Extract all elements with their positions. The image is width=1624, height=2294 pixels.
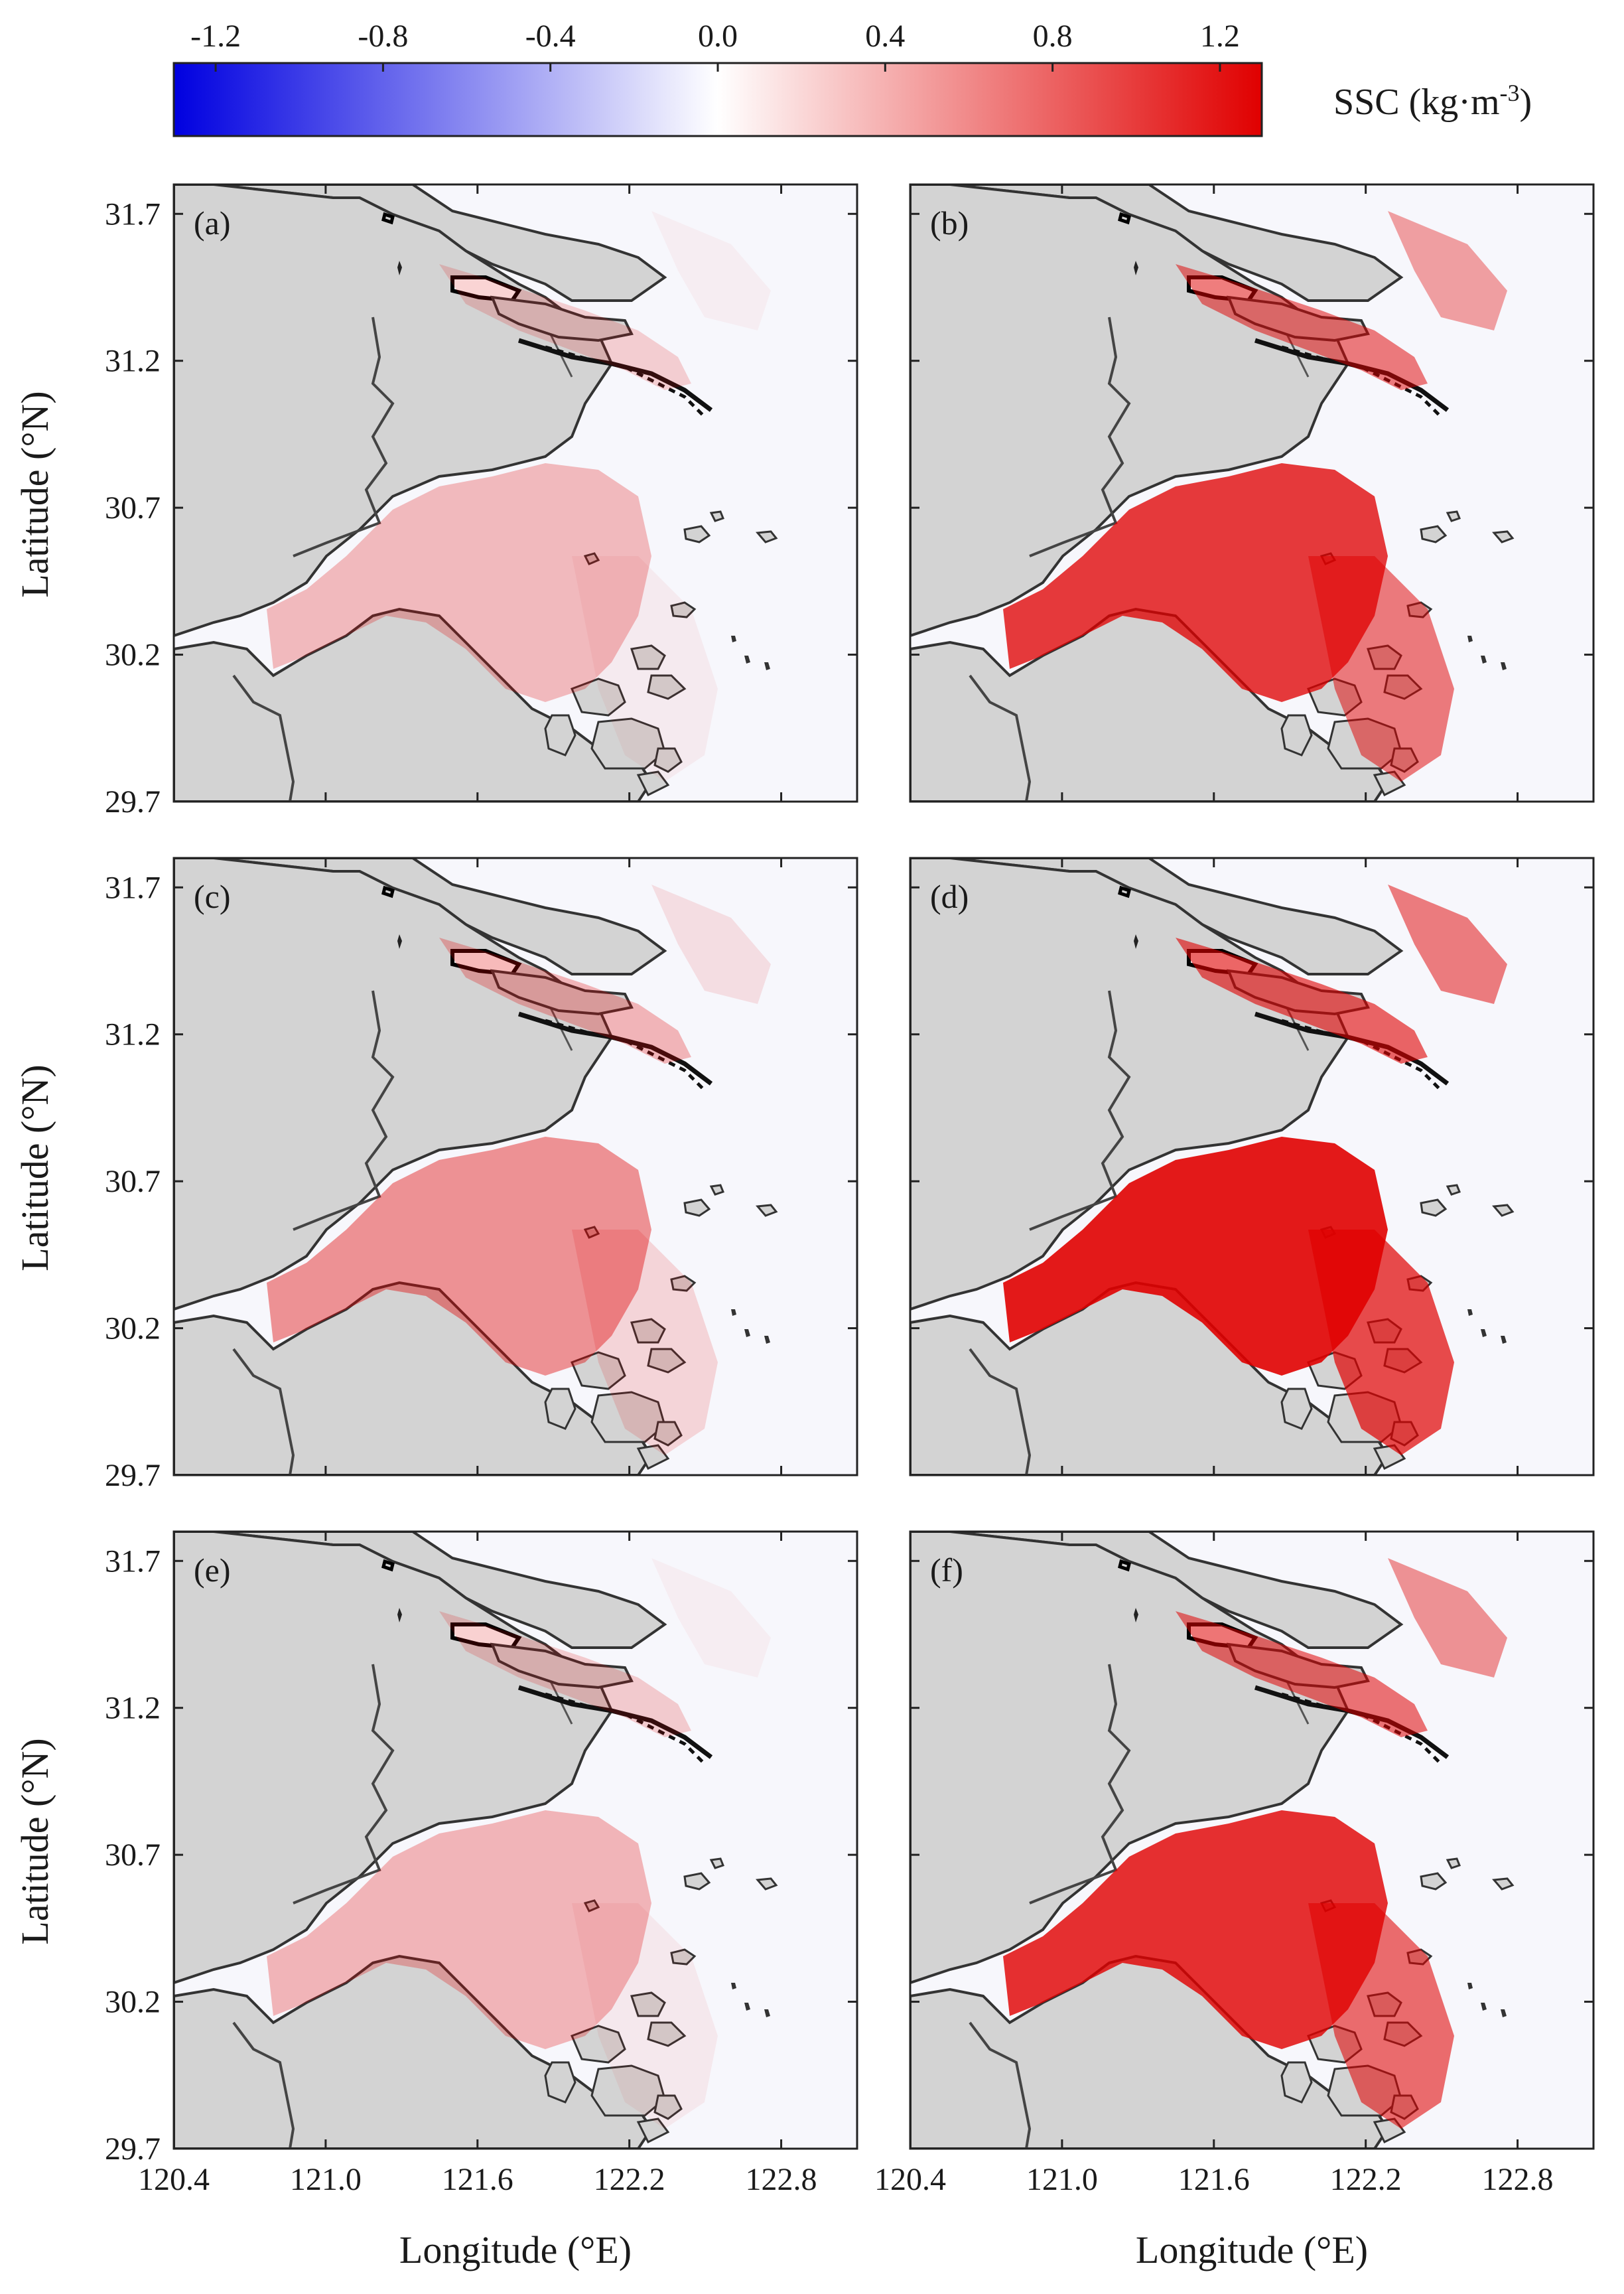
x-tick-label: 122.2 bbox=[1330, 2162, 1402, 2197]
ylabel-row-2: Latitude (°N) bbox=[13, 1064, 56, 1271]
colorbar-tick-label: -0.8 bbox=[358, 19, 408, 54]
colorbar-tick-label: 0.0 bbox=[698, 19, 738, 54]
colorbar-label: SSC (kg·m-3) bbox=[1333, 80, 1532, 123]
panel-frame bbox=[909, 183, 1595, 803]
x-tick-label: 121.0 bbox=[290, 2162, 362, 2197]
ssc-plume bbox=[267, 1558, 771, 2129]
map-panel: 120.4 121.0 121.6 122.2 122.8 31.7 31.2 30.7 30.… bbox=[105, 1530, 858, 2197]
y-tick-label: 29.7 bbox=[105, 784, 161, 820]
x-tick-label: 122.8 bbox=[1482, 2162, 1554, 2197]
y-tick-label: 29.7 bbox=[105, 2131, 161, 2167]
y-tick-label: 30.7 bbox=[105, 1164, 161, 1199]
map-panel: (d) bbox=[909, 857, 1595, 1476]
panel-frame bbox=[909, 857, 1595, 1476]
colorbar-ticks: -1.2 -0.8 -0.4 0.0 0.4 0.8 1.2 bbox=[190, 19, 1240, 72]
colorbar: -1.2 -0.8 -0.4 0.0 0.4 0.8 1.2 SSC (kg·m-3) bbox=[172, 19, 1532, 137]
y-tick-label: 31.7 bbox=[105, 1543, 161, 1579]
ylabel-row-1: Latitude (°N) bbox=[13, 391, 56, 597]
colorbar-tick-label: 0.8 bbox=[1033, 19, 1073, 54]
ylabel-row-3: Latitude (°N) bbox=[13, 1738, 56, 1944]
ssc-plume bbox=[1003, 1558, 1507, 2129]
ssc-plume bbox=[1003, 885, 1507, 1455]
map-panel: 120.4 121.0 121.6 122.2 122.8 (f) bbox=[874, 1530, 1595, 2197]
x-tick-label: 122.2 bbox=[594, 2162, 665, 2197]
y-tick-label: 31.2 bbox=[105, 344, 161, 379]
x-tick-label: 120.4 bbox=[874, 2162, 946, 2197]
colorbar-gradient bbox=[172, 62, 1263, 137]
panel-label: (b) bbox=[930, 204, 969, 242]
colorbar-tick-label: -0.4 bbox=[525, 19, 576, 54]
y-tick-label: 30.7 bbox=[105, 490, 161, 526]
x-tick-label: 120.4 bbox=[138, 2162, 210, 2197]
panel-label: (f) bbox=[930, 1551, 963, 1589]
x-tick-label: 121.0 bbox=[1026, 2162, 1098, 2197]
x-tick-label: 121.6 bbox=[1178, 2162, 1250, 2197]
y-tick-label: 29.7 bbox=[105, 1458, 161, 1493]
map-panel: 31.7 31.2 30.7 30.2 29.7 (a) bbox=[105, 183, 858, 820]
colorbar-tick-label: 0.4 bbox=[865, 19, 905, 54]
panel-label: (a) bbox=[194, 204, 231, 242]
colorbar-tick-label: -1.2 bbox=[190, 19, 241, 54]
panel-grid: 31.7 31.2 30.7 30.2 29.7 (a) (b) 31.7 31.2 30.7 30… bbox=[105, 183, 1595, 2197]
ssc-plume bbox=[267, 885, 771, 1455]
y-tick-label: 31.7 bbox=[105, 196, 161, 232]
colorbar-tick-label: 1.2 bbox=[1200, 19, 1240, 54]
xlabel-right: Longitude (°E) bbox=[1136, 2228, 1368, 2271]
y-tick-label: 30.2 bbox=[105, 1311, 161, 1346]
panel-label: (e) bbox=[194, 1551, 231, 1589]
y-tick-label: 31.2 bbox=[105, 1691, 161, 1726]
x-tick-label: 122.8 bbox=[746, 2162, 817, 2197]
panel-frame bbox=[172, 1530, 858, 2150]
panel-label: (d) bbox=[930, 878, 969, 915]
panel-frame bbox=[172, 183, 858, 803]
y-tick-label: 30.2 bbox=[105, 1985, 161, 2020]
y-tick-label: 31.7 bbox=[105, 870, 161, 905]
panel-frame bbox=[909, 1530, 1595, 2150]
y-tick-label: 31.2 bbox=[105, 1017, 161, 1052]
y-tick-label: 30.7 bbox=[105, 1837, 161, 1873]
xlabel-left: Longitude (°E) bbox=[399, 2228, 632, 2271]
y-tick-label: 30.2 bbox=[105, 638, 161, 673]
ssc-plume bbox=[267, 211, 771, 782]
panel-label: (c) bbox=[194, 878, 231, 915]
map-panel: (b) bbox=[909, 183, 1595, 803]
x-tick-label: 121.6 bbox=[442, 2162, 513, 2197]
panel-frame bbox=[172, 857, 858, 1476]
map-panel: 31.7 31.2 30.7 30.2 29.7 (c) bbox=[105, 857, 858, 1493]
ssc-plume bbox=[1003, 211, 1507, 782]
